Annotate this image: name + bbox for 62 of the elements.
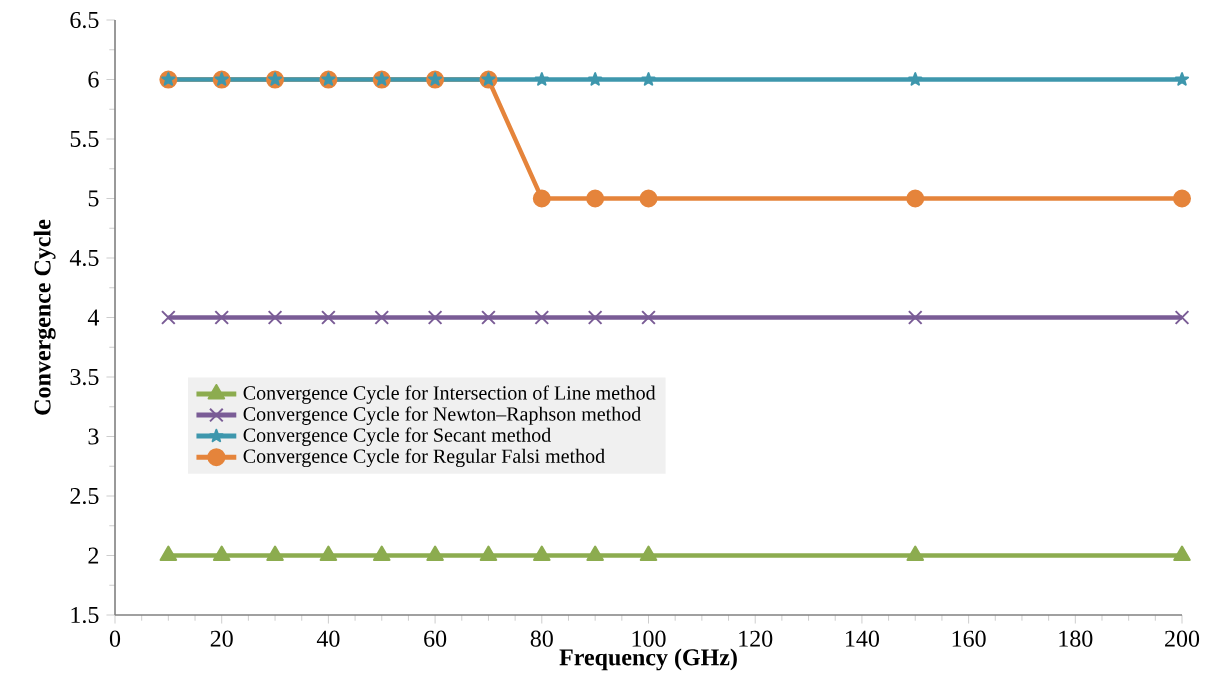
x-tick-label: 140 xyxy=(846,630,879,647)
point xyxy=(586,545,604,561)
point xyxy=(534,72,549,86)
point xyxy=(266,545,284,561)
point xyxy=(161,310,176,325)
point xyxy=(908,72,923,86)
x-tick-label: 120 xyxy=(739,630,773,647)
point xyxy=(1173,189,1192,208)
point xyxy=(533,545,551,561)
point xyxy=(319,545,338,561)
y-tick-label: 5 xyxy=(88,190,99,207)
legend-label: Convergence Cycle for Newton–Raphson method xyxy=(243,406,641,425)
point xyxy=(587,310,603,325)
y-tick-label: 3.5 xyxy=(70,368,99,386)
point xyxy=(588,72,603,86)
y-tick-label: 6 xyxy=(88,71,99,88)
y-tick-label: 3 xyxy=(88,428,99,445)
point xyxy=(267,310,283,325)
point xyxy=(639,545,658,561)
x-tick-label: 100 xyxy=(632,630,666,647)
y-tick-label: 2 xyxy=(88,547,99,564)
x-tick-label: 60 xyxy=(424,630,447,647)
point xyxy=(372,545,391,561)
x-tick-label: 40 xyxy=(316,630,340,647)
x-tick-label: 80 xyxy=(530,630,553,647)
point xyxy=(532,189,551,208)
y-tick-label: 4 xyxy=(87,309,100,326)
legend-label: Convergence Cycle for Secant method xyxy=(243,427,551,446)
legend-label: Convergence Cycle for Intersection of Line method xyxy=(243,385,656,404)
point xyxy=(1173,545,1191,561)
point xyxy=(639,189,658,208)
point xyxy=(214,310,230,325)
y-tick-label: 4.5 xyxy=(69,249,99,267)
legend-label: Convergence Cycle for Regular Falsi method xyxy=(243,448,605,468)
x-axis-title: Frequency (GHz) xyxy=(559,648,737,671)
point xyxy=(641,310,656,325)
point xyxy=(374,310,390,325)
point xyxy=(479,545,498,561)
point xyxy=(427,310,443,325)
point xyxy=(321,310,336,325)
point xyxy=(641,72,656,86)
y-tick-label: 5.5 xyxy=(70,130,99,148)
point xyxy=(1174,310,1190,325)
point xyxy=(586,189,605,208)
x-tick-label: 200 xyxy=(1165,630,1200,647)
x-tick-label: 180 xyxy=(1059,630,1093,647)
point xyxy=(212,545,231,561)
x-tick-label: 0 xyxy=(109,630,121,647)
y-tick-label: 2.5 xyxy=(70,487,99,505)
point xyxy=(906,189,925,208)
point xyxy=(906,545,925,561)
point xyxy=(907,310,923,325)
point xyxy=(1174,72,1190,86)
y-axis-title: Convergence Cycle xyxy=(33,219,56,415)
point xyxy=(159,545,178,561)
y-tick-label: 1.5 xyxy=(71,606,99,624)
y-tick-label: 6.5 xyxy=(70,11,99,29)
point xyxy=(534,310,550,325)
point xyxy=(426,545,444,561)
x-tick-label: 160 xyxy=(952,630,986,647)
point xyxy=(481,310,496,325)
x-tick-label: 20 xyxy=(210,630,233,647)
